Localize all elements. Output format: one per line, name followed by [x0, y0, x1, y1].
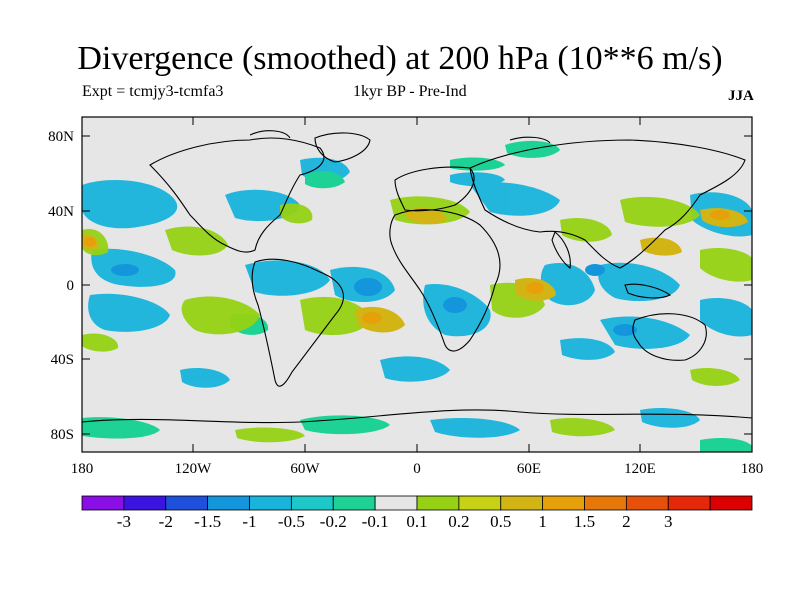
colorbar: -3 -2 -1.5 -1 -0.5 -0.2 -0.1 0.1 0.2 0.5 1 1.5 2 3 — [81, 495, 753, 531]
lat-tick-label: 40N — [48, 204, 74, 220]
colorbar-swatch — [332, 495, 376, 511]
colorbar-swatch — [542, 495, 585, 511]
colorbar-label: 3 — [664, 512, 673, 531]
colorbar-swatch — [500, 495, 544, 511]
coastlines — [82, 130, 752, 424]
colorbar-label: 2 — [622, 512, 631, 531]
colorbar-label: 0.2 — [448, 512, 469, 531]
colorbar-swatch — [290, 495, 334, 511]
colorbar-label: -1 — [242, 512, 256, 531]
colorbar-swatch — [709, 495, 753, 511]
colorbar-swatch — [123, 495, 167, 511]
lat-tick-label: 40S — [51, 352, 74, 368]
lon-tick-label: 60W — [290, 461, 320, 477]
colorbar-label: -2 — [159, 512, 173, 531]
colorbar-label: 1.5 — [574, 512, 595, 531]
lon-tick-label: 0 — [413, 461, 421, 477]
colorbar-label: 1 — [538, 512, 547, 531]
lat-tick-label: 80S — [51, 427, 74, 443]
colorbar-label: -0.1 — [362, 512, 389, 531]
experiment-label: Expt = tcmjy3-tcmfa3 — [82, 83, 224, 100]
colorbar-swatch — [458, 495, 502, 511]
colorbar-label: -3 — [117, 512, 131, 531]
lon-tick-label: 120W — [175, 461, 213, 477]
colorbar-swatch — [374, 495, 418, 511]
colorbar-label: 0.5 — [490, 512, 511, 531]
colorbar-swatch — [207, 495, 250, 511]
lon-tick-label: 180 — [71, 461, 94, 477]
lat-tick-label: 0 — [67, 278, 75, 294]
map-title: Divergence (smoothed) at 200 hPa (10**6 … — [77, 40, 723, 77]
lat-tick-label: 80N — [48, 129, 74, 145]
axis-ticks — [81, 117, 753, 452]
colorbar-label: -0.5 — [278, 512, 305, 531]
divergence-field — [82, 140, 752, 452]
season-label: JJA — [728, 88, 754, 104]
colorbar-label: 0.1 — [406, 512, 427, 531]
colorbar-label: -0.2 — [320, 512, 347, 531]
lon-tick-label: 180 — [741, 461, 764, 477]
colorbar-swatch — [81, 495, 125, 511]
lon-tick-label: 120E — [624, 461, 656, 477]
period-label: 1kyr BP - Pre-Ind — [353, 83, 467, 100]
colorbar-swatch — [625, 495, 669, 511]
colorbar-swatch — [165, 495, 209, 511]
colorbar-swatch — [584, 495, 627, 511]
lon-tick-label: 60E — [517, 461, 541, 477]
colorbar-swatch — [416, 495, 460, 511]
colorbar-label: -1.5 — [194, 512, 221, 531]
colorbar-swatch — [249, 495, 292, 511]
colorbar-swatch — [667, 495, 711, 511]
